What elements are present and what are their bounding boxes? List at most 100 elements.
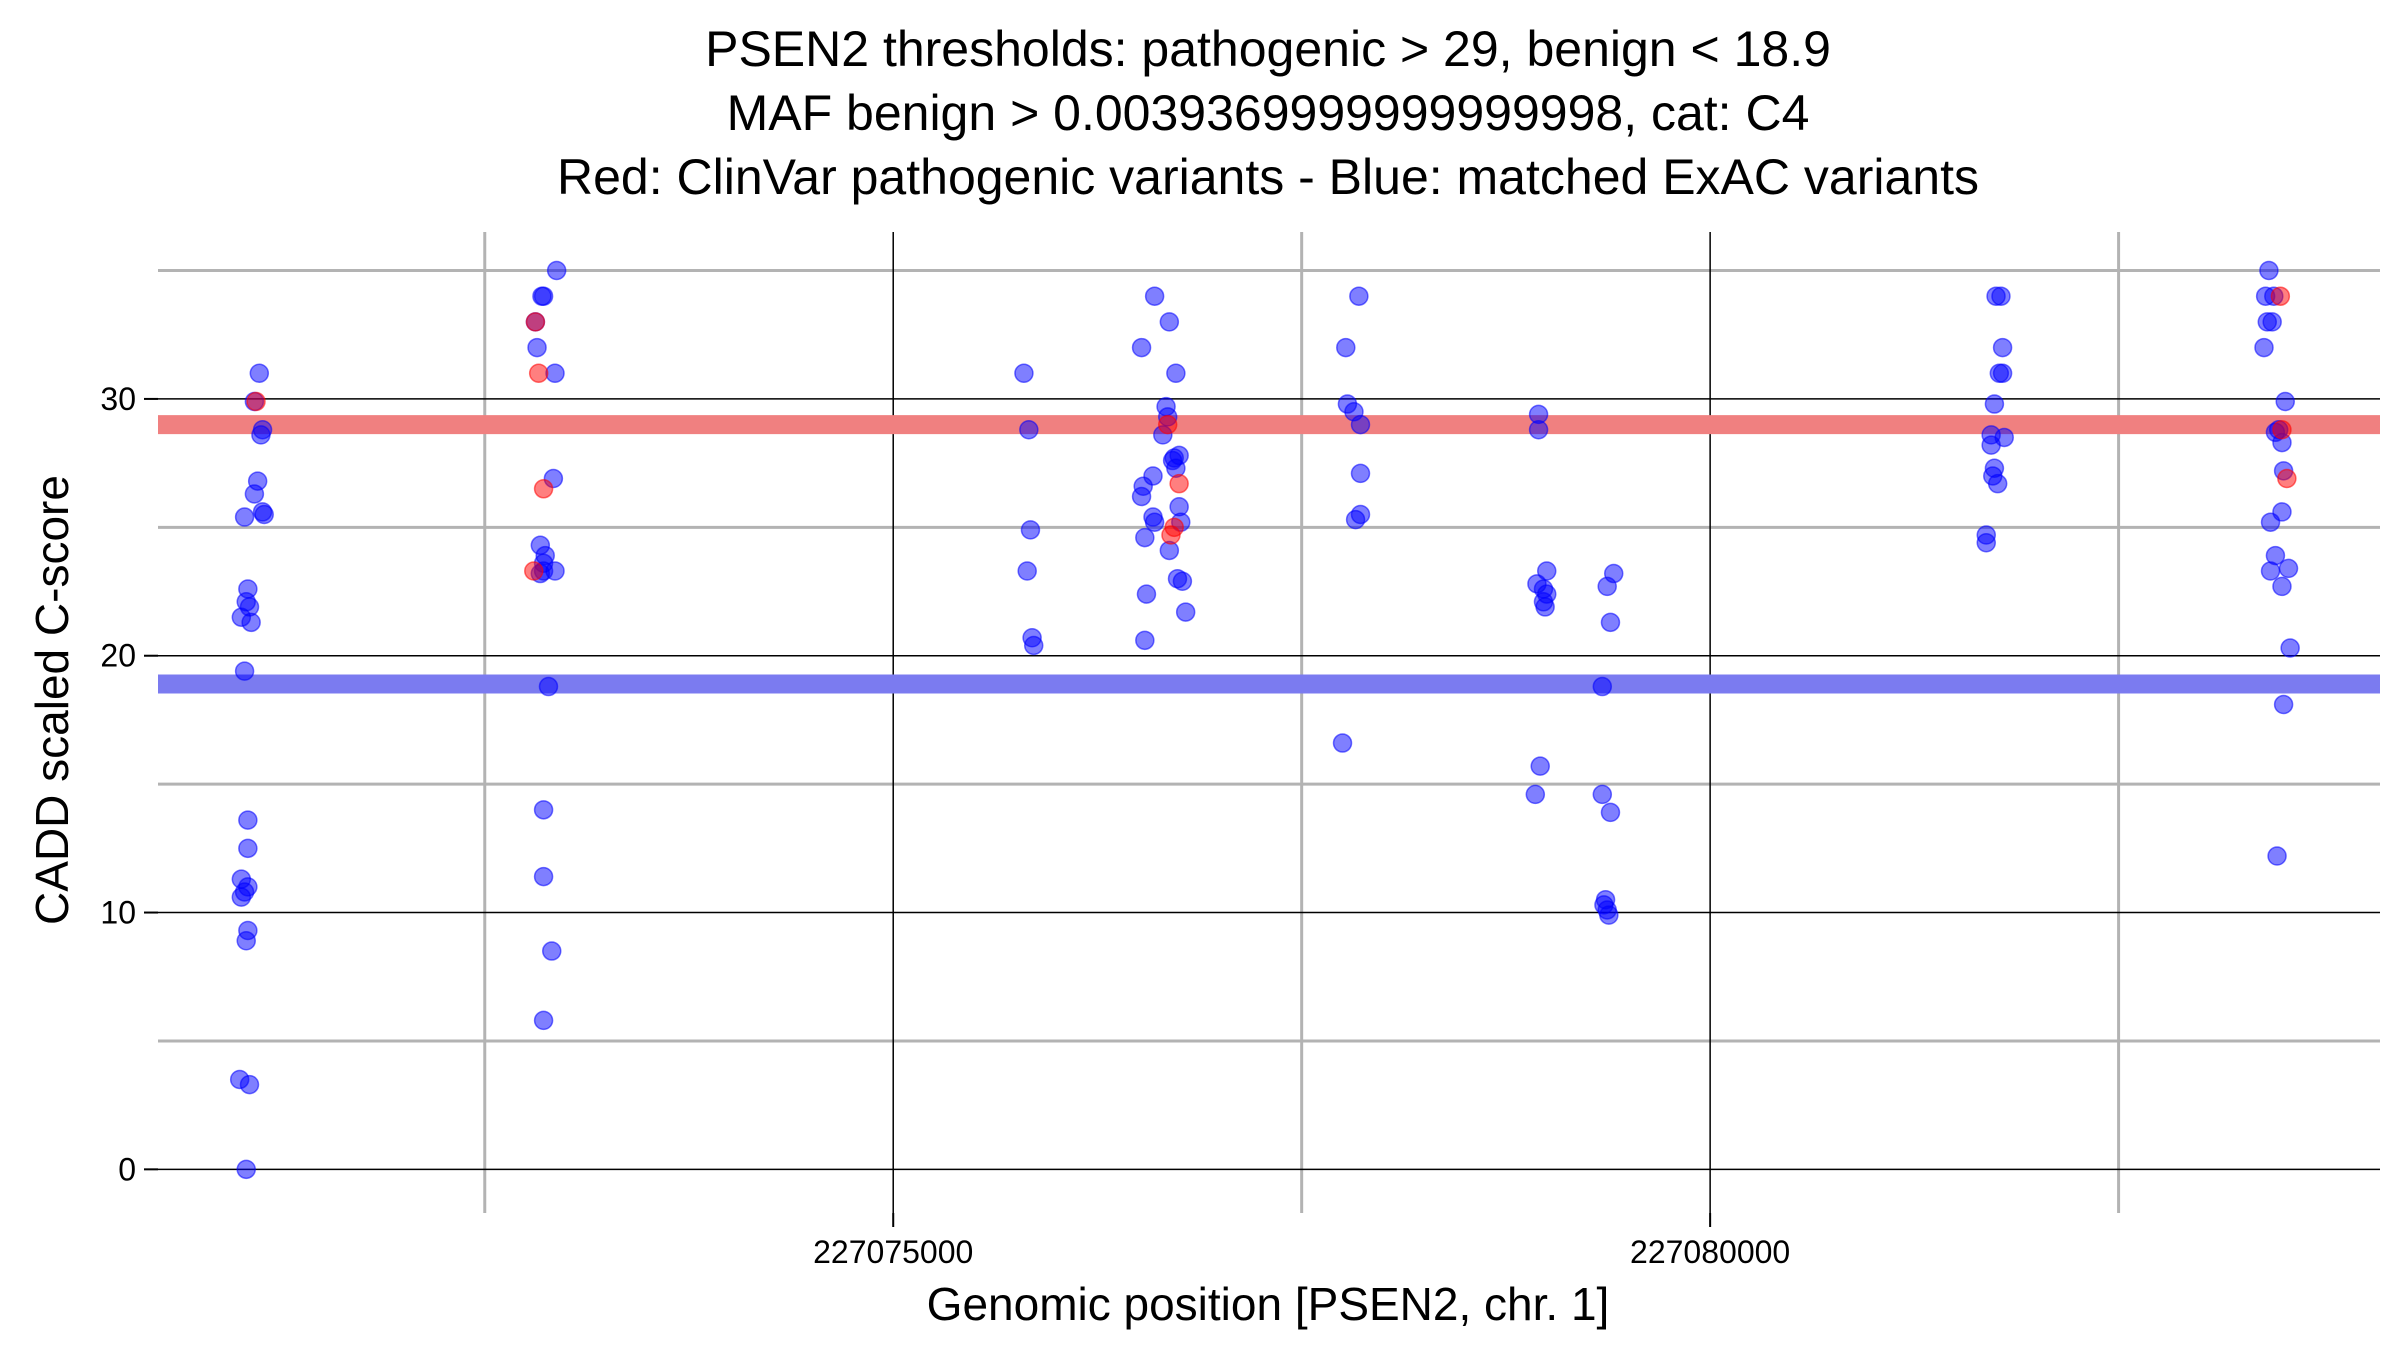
benign-point-83 — [1332, 733, 1353, 753]
benign-point-93 — [1525, 784, 1546, 805]
y-tick-label-3: 30 — [100, 381, 136, 417]
benign-point-92 — [1530, 756, 1550, 776]
benign-point-123 — [2254, 337, 2274, 358]
benign-point-31 — [545, 363, 565, 383]
benign-point-136 — [2273, 694, 2294, 715]
chart-title: PSEN2 thresholds: pathogenic > 29, benig… — [557, 21, 1979, 205]
benign-point-134 — [2272, 576, 2292, 597]
benign-point-130 — [2260, 512, 2281, 532]
benign-point-132 — [2278, 558, 2299, 579]
benign-point-39 — [538, 676, 559, 697]
benign-point-47 — [1017, 561, 1037, 581]
benign-point-98 — [1592, 784, 1613, 805]
pathogenic-point-0 — [246, 391, 266, 412]
benign-point-117 — [1976, 532, 1996, 553]
pathogenic-point-2 — [528, 363, 549, 383]
pathogenic-point-9 — [2270, 286, 2291, 306]
benign-point-74 — [1135, 630, 1155, 651]
benign-point-118 — [2259, 260, 2279, 281]
title-line-3: Red: ClinVar pathogenic variants - Blue:… — [557, 149, 1979, 205]
x-axis-label: Genomic position [PSEN2, chr. 1] — [927, 1278, 1610, 1330]
benign-point-115 — [1987, 473, 2008, 494]
benign-point-43 — [533, 1010, 554, 1031]
benign-point-66 — [1144, 512, 1165, 532]
data-points — [229, 260, 2300, 1180]
benign-point-112 — [1981, 435, 2001, 455]
pathogenic-point-5 — [1157, 414, 1178, 435]
benign-point-5 — [244, 484, 265, 504]
title-line-1: PSEN2 thresholds: pathogenic > 29, benig… — [705, 21, 1831, 77]
benign-point-106 — [1992, 337, 2013, 358]
benign-point-80 — [1350, 463, 1371, 484]
benign-point-108 — [1992, 363, 2013, 383]
y-tick-label-1: 10 — [100, 895, 136, 931]
benign-point-41 — [533, 866, 554, 887]
benign-point-26 — [546, 260, 567, 281]
benign-point-82 — [1345, 509, 1366, 530]
benign-point-3 — [251, 425, 271, 445]
pathogenic-point-1 — [525, 312, 546, 332]
pathogenic-point-11 — [2272, 419, 2292, 440]
benign-point-103 — [1599, 905, 1619, 925]
y-tick-label-2: 20 — [100, 638, 136, 674]
benign-point-63 — [1131, 486, 1152, 507]
benign-point-42 — [542, 941, 562, 961]
benign-point-14 — [234, 661, 255, 681]
pathogenic-point-4 — [524, 561, 544, 581]
threshold-lines — [158, 415, 2380, 694]
benign-point-22 — [236, 931, 256, 951]
x-tick-label-1: 227080000 — [1630, 1234, 1790, 1270]
benign-point-15 — [238, 810, 258, 830]
benign-point-137 — [2267, 846, 2287, 866]
y-tick-label-0: 0 — [118, 1151, 136, 1187]
benign-point-24 — [239, 1074, 260, 1095]
benign-point-72 — [1136, 584, 1157, 604]
benign-point-40 — [533, 800, 554, 820]
pathogenic-point-6 — [1169, 473, 1189, 494]
x-tick-label-0: 227075000 — [813, 1234, 973, 1270]
benign-point-46 — [1020, 520, 1041, 540]
benign-point-30 — [527, 337, 547, 358]
benign-point-44 — [1014, 363, 1034, 383]
benign-point-45 — [1019, 419, 1039, 440]
benign-point-8 — [234, 507, 255, 527]
benign-point-7 — [254, 504, 274, 525]
benign-point-49 — [1023, 635, 1044, 656]
benign-point-68 — [1135, 527, 1155, 548]
benign-point-124 — [2275, 391, 2295, 412]
benign-point-79 — [1350, 414, 1371, 435]
benign-point-91 — [1537, 561, 1557, 581]
benign-point-53 — [1166, 363, 1186, 383]
benign-point-97 — [1592, 676, 1613, 697]
benign-point-28 — [533, 286, 554, 306]
title-line-2: MAF benign > 0.0039369999999999998, cat:… — [727, 85, 1810, 141]
y-axis-label: CADD scaled C-score — [26, 475, 78, 925]
benign-point-0 — [249, 363, 270, 383]
benign-point-76 — [1336, 337, 1356, 358]
benign-point-122 — [2262, 312, 2282, 332]
pathogenic-point-10 — [2277, 468, 2297, 489]
benign-point-85 — [1528, 419, 1549, 440]
pathogenic-point-8 — [1161, 525, 1181, 545]
benign-point-20 — [231, 887, 252, 907]
grid — [158, 232, 2380, 1213]
benign-point-90 — [1535, 597, 1555, 617]
benign-point-135 — [2280, 638, 2300, 658]
benign-point-99 — [1600, 802, 1621, 823]
benign-point-109 — [1984, 394, 2005, 414]
benign-point-71 — [1172, 571, 1193, 592]
benign-point-105 — [1991, 286, 2011, 306]
benign-point-50 — [1144, 286, 1165, 306]
axis-ticks: 0 10 20 30 227075000 227080000 — [100, 381, 1790, 1270]
benign-point-73 — [1175, 602, 1196, 622]
benign-point-133 — [2260, 561, 2281, 581]
benign-point-51 — [1159, 312, 1180, 332]
benign-point-16 — [238, 838, 258, 859]
benign-point-95 — [1597, 576, 1617, 597]
benign-point-25 — [236, 1159, 256, 1180]
benign-point-13 — [241, 612, 261, 633]
pathogenic-point-3 — [533, 479, 554, 499]
benign-point-75 — [1349, 286, 1369, 306]
benign-point-96 — [1600, 612, 1621, 633]
